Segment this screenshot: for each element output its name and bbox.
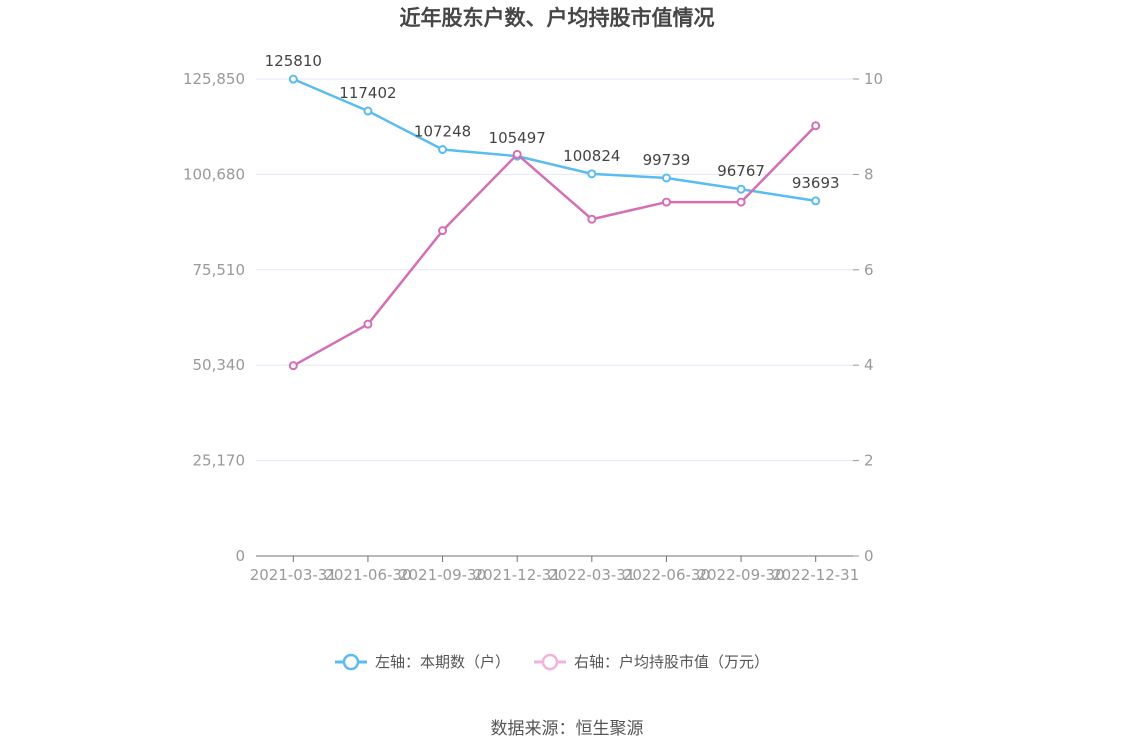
right-tick-label: 2 [864, 452, 874, 470]
data-point [661, 197, 671, 207]
legend-label-households: 左轴：本期数（户） [375, 653, 510, 671]
right-axis: 0 2 4 6 8 10 [853, 70, 883, 565]
data-label: 99739 [643, 151, 691, 169]
data-point [288, 74, 298, 84]
data-point [661, 173, 671, 183]
series-0: 125810 117402 107248 105497 100824 99739 96767… [265, 52, 840, 206]
left-axis: 0 25,170 50,340 75,510 100,680 125,850 [183, 70, 245, 565]
right-tick-label: 10 [864, 70, 883, 88]
x-tick-label: 2021-03-31 [250, 566, 337, 584]
x-tick-label: 2021-12-31 [474, 566, 561, 584]
data-point [811, 196, 821, 206]
data-label: 96767 [717, 162, 765, 180]
series-line [292, 124, 817, 367]
legend-item-households[interactable]: 左轴：本期数（户） [335, 653, 510, 671]
data-point [438, 226, 448, 236]
x-tick-label: 2022-06-30 [623, 566, 710, 584]
left-tick-label: 0 [235, 547, 245, 565]
data-point [512, 149, 522, 159]
left-tick-label: 25,170 [193, 452, 246, 470]
left-tick-label: 50,340 [193, 356, 246, 374]
data-source: 数据来源：恒生聚源 [491, 719, 644, 739]
legend[interactable]: 左轴：本期数（户） 右轴：户均持股市值（万元） [335, 653, 769, 671]
legend-marker-icon [342, 653, 360, 671]
series-1 [288, 121, 821, 371]
right-tick-label: 0 [864, 547, 874, 565]
data-label: 125810 [265, 52, 322, 70]
data-point [438, 145, 448, 155]
right-tick-label: 6 [864, 261, 874, 279]
right-tick-label: 8 [864, 165, 874, 183]
x-tick-label: 2022-12-31 [772, 566, 859, 584]
grid [256, 78, 853, 462]
data-point [736, 197, 746, 207]
data-label: 93693 [792, 174, 840, 192]
right-tick-label: 4 [864, 356, 874, 374]
data-point [587, 214, 597, 224]
data-label: 117402 [339, 84, 396, 102]
data-point [363, 319, 373, 329]
legend-item-market-value[interactable]: 右轴：户均持股市值（万元） [534, 653, 769, 671]
data-point [288, 361, 298, 371]
left-tick-label: 125,850 [183, 70, 245, 88]
x-tick-label: 2022-03-31 [548, 566, 635, 584]
data-point [736, 184, 746, 194]
series-line [292, 78, 816, 203]
data-label: 107248 [414, 123, 471, 141]
legend-marker-icon [541, 653, 559, 671]
left-tick-label: 75,510 [193, 261, 246, 279]
data-point [363, 106, 373, 116]
data-point [587, 169, 597, 179]
legend-label-market-value: 右轴：户均持股市值（万元） [574, 653, 769, 671]
x-axis: 2021-03-312021-06-302021-09-302021-12-31… [250, 555, 859, 584]
x-tick-label: 2021-06-30 [324, 566, 411, 584]
data-label: 105497 [489, 129, 546, 147]
x-tick-label: 2021-09-30 [399, 566, 486, 584]
data-point [811, 121, 821, 131]
left-tick-label: 100,680 [183, 165, 245, 183]
series-layer: 125810 117402 107248 105497 100824 99739 96767… [265, 52, 840, 371]
x-tick-label: 2022-09-30 [697, 566, 784, 584]
data-label: 100824 [563, 147, 620, 165]
chart-title: 近年股东户数、户均持股市值情况 [400, 6, 715, 30]
